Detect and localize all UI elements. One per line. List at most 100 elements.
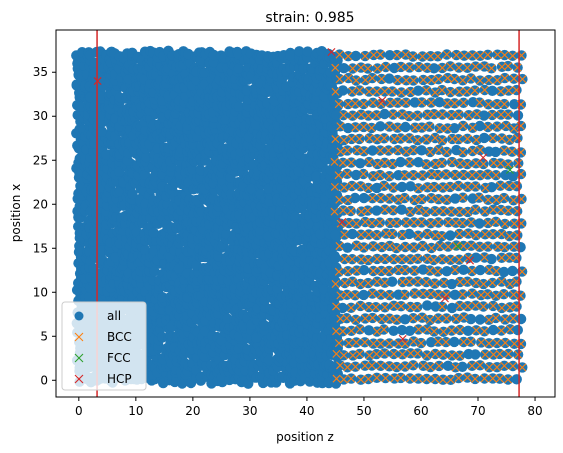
data-point-bcc [483,170,492,179]
data-point-bcc [513,134,522,142]
data-point-hcp [466,256,475,265]
data-point-bcc [413,277,422,286]
data-point-bcc [459,338,468,347]
data-point-bcc [346,206,355,215]
data-point-bcc [405,134,414,143]
data-point-bcc [459,98,468,107]
data-point-all [122,155,133,166]
data-point-bcc [338,327,347,336]
data-point-bcc [458,148,467,157]
data-point-all [337,302,348,314]
data-point-bcc [454,63,463,72]
data-point-bcc [435,361,444,370]
data-point-all [342,242,353,253]
data-point-all [434,97,445,108]
data-point-bcc [505,232,514,241]
data-point-bcc [339,206,348,215]
data-point-bcc [409,171,418,180]
data-point-bcc [483,290,492,299]
data-point-bcc [413,111,422,120]
data-point-bcc [468,361,477,370]
data-point-all [355,158,366,169]
data-point-hcp [479,153,488,162]
data-point-bcc [331,87,340,96]
data-point-all [512,110,524,121]
data-point-bcc [499,290,508,299]
data-point-bcc [500,74,509,83]
data-point-bcc [426,315,434,324]
data-point-bcc [368,313,377,322]
data-point-bcc [373,64,382,73]
data-point-bcc [364,279,373,288]
data-point-bcc [414,205,423,214]
data-point-bcc [456,325,465,334]
data-point-all [511,374,522,385]
data-point-bcc [493,122,502,131]
x-tick-label: 80 [527,404,542,418]
data-point-bcc [442,147,451,156]
data-point-bcc [348,255,357,264]
data-point-all [294,46,305,57]
data-point-bcc [405,112,414,121]
data-point-bcc [475,193,484,202]
data-point-bcc [373,254,382,263]
data-point-all [347,228,358,240]
plot-frame [55,29,556,398]
data-point-bcc [450,74,459,83]
data-point-bcc [426,219,435,228]
data-point-bcc [480,86,489,94]
data-point-bcc [394,265,403,274]
data-point-bcc [456,159,465,168]
data-point-bcc [505,280,514,289]
data-point-bcc [335,241,344,250]
data-point-bcc [500,361,509,370]
data-point-bcc [400,290,409,299]
data-point-bcc [409,314,418,323]
data-point-bcc [355,134,364,143]
data-point-all [148,227,159,238]
data-point-bcc [394,195,403,204]
x-tick-label: 70 [470,404,485,418]
data-point-bcc [380,87,389,96]
x-axis-title: position z [276,430,334,444]
data-point-bcc [434,290,443,299]
data-point-bcc [336,122,345,131]
data-point-bcc [368,98,377,107]
data-point-bcc [405,63,414,72]
data-point-bcc [376,361,385,370]
data-point-bcc [504,110,513,119]
data-point-all [233,63,245,74]
data-point-bcc [439,207,448,216]
data-point-bcc [489,158,498,167]
data-point-all [474,218,485,229]
legend-label-hcp: HCP [107,372,132,386]
data-point-bcc [347,158,356,167]
data-point-bcc [388,87,397,96]
data-point-bcc [414,63,423,72]
data-point-all [446,278,457,290]
data-point-bcc [364,303,373,312]
data-point-bcc [393,123,402,132]
data-point-all [395,156,406,168]
data-point-bcc [471,301,480,310]
data-point-bcc [493,100,502,109]
data-point-bcc [422,375,431,384]
data-point-bcc [508,51,517,60]
data-point-all [441,266,452,277]
data-point-bcc [427,98,436,107]
data-point-bcc [459,313,468,322]
data-point-bcc [410,289,419,298]
y-tick-label: 35 [33,65,48,79]
data-point-bcc [380,278,389,287]
data-point-all [388,325,399,336]
data-point-all [470,252,482,263]
data-point-bcc [344,219,353,228]
data-point-bcc [343,196,352,205]
data-point-bcc [433,52,442,61]
data-point-bcc [450,99,459,108]
data-point-bcc [338,158,347,167]
data-point-bcc [361,361,370,370]
data-point-bcc [431,231,440,240]
data-point-bcc [476,171,485,180]
data-point-bcc [509,74,518,83]
